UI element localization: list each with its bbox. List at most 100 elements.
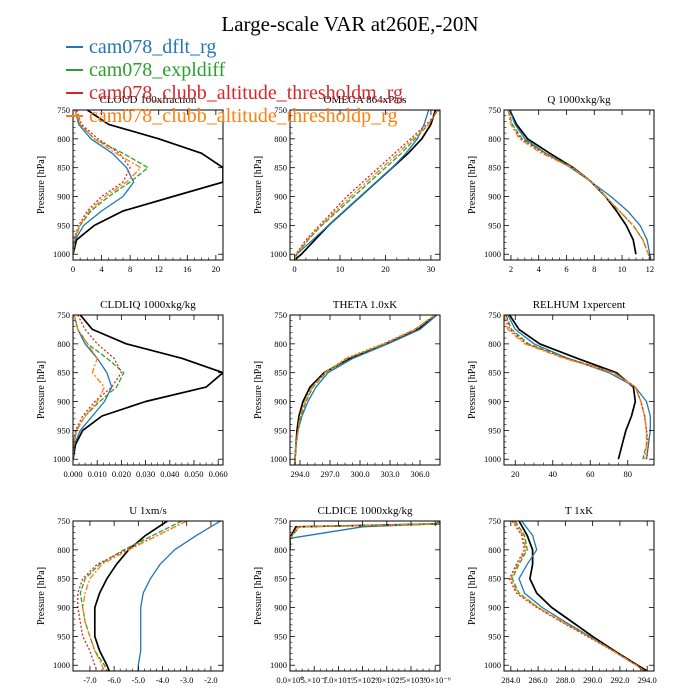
x-tick-label: 0.030	[136, 469, 155, 479]
y-tick-label: 950	[488, 631, 501, 641]
series-line-cam078_expldiff	[73, 315, 125, 460]
x-tick-label: 16	[183, 264, 192, 274]
x-tick-label: 0.0×10⁰	[276, 675, 304, 685]
panel-title: RELHUM 1xpercent	[533, 299, 626, 311]
series-line-cam078_expldiff	[79, 521, 183, 671]
y-tick-label: 1000	[53, 249, 70, 259]
y-tick-label: 800	[274, 134, 287, 144]
x-tick-label: 40	[549, 469, 558, 479]
series-line-cam078_dflt_rg	[290, 521, 440, 550]
plot-frame	[72, 109, 224, 261]
y-tick-label: 1000	[484, 249, 501, 259]
y-tick-label: 900	[488, 192, 501, 202]
x-tick-label: 10	[336, 264, 345, 274]
series-line-cam078_dflt_rg	[293, 110, 430, 260]
y-tick-label: 1000	[484, 660, 501, 670]
series-line-cam078_dflt_rg	[518, 521, 645, 671]
y-tick-label: 850	[488, 574, 501, 584]
y-axis-label: Pressure [hPa]	[253, 361, 264, 419]
x-tick-label: 1.0×10⁻⁶	[323, 675, 354, 685]
x-tick-label: -7.0	[83, 675, 96, 685]
y-tick-label: 800	[57, 339, 70, 349]
y-tick-label: 850	[274, 368, 287, 378]
y-tick-label: 850	[57, 163, 70, 173]
series-line-reference	[73, 110, 223, 255]
y-axis-label: Pressure [hPa]	[36, 361, 47, 419]
y-tick-label: 800	[274, 339, 287, 349]
series-line-cam078_clubb_altitude_thresholdm_rg	[294, 315, 436, 465]
plot-frame	[72, 520, 224, 672]
legend-swatch	[66, 46, 83, 49]
x-tick-label: 284.0	[501, 675, 520, 685]
series-line-reference	[508, 315, 637, 460]
series-line-cam078_clubb_altitude_thresholdm_rg	[507, 110, 651, 260]
x-tick-label: 12	[646, 264, 655, 274]
series-line-cam078_clubb_altitude_thresholdp_rg	[294, 315, 436, 465]
series-line-cam078_expldiff	[293, 110, 439, 260]
x-tick-label: 2.0×10⁻⁶	[371, 675, 402, 685]
chart-panel: T 1xK Pressure [hPa] 284.0 286.0 288.0 290.0 2…	[467, 505, 657, 685]
x-tick-label: 4	[99, 264, 104, 274]
legend-label: cam078_expldiff	[89, 59, 226, 81]
legend-entry: cam078_clubb_altitude_thresholdm_rg	[66, 82, 403, 105]
y-tick-label: 850	[57, 574, 70, 584]
panel-title: U 1xm/s	[129, 505, 167, 517]
x-tick-label: 0.060	[209, 469, 228, 479]
y-tick-label: 950	[274, 220, 287, 230]
y-tick-label: 900	[488, 603, 501, 613]
series-line-cam078_expldiff	[505, 315, 648, 460]
x-tick-label: 286.0	[529, 675, 548, 685]
y-tick-label: 1000	[270, 454, 287, 464]
legend-label: cam078_dflt_rg	[89, 36, 217, 58]
y-axis-label: Pressure [hPa]	[36, 567, 47, 625]
series-line-cam078_clubb_altitude_thresholdp_rg	[82, 521, 187, 671]
y-axis-label: Pressure [hPa]	[36, 156, 47, 214]
y-tick-label: 950	[274, 425, 287, 435]
series-line-cam078_expldiff	[507, 110, 651, 260]
series-line-cam078_clubb_altitude_thresholdp_rg	[73, 110, 142, 255]
chart-panel: Q 1000xkg/kg Pressure [hPa] 2 4 6 8 10 12 750 800…	[467, 94, 655, 274]
y-tick-label: 750	[274, 105, 287, 115]
chart-panel: U 1xm/s Pressure [hPa] -7.0 -6.0 -5.0 -4.0 -3.…	[36, 505, 224, 685]
legend: cam078_dflt_rg cam078_expldiff cam078_cl…	[66, 36, 403, 128]
x-tick-label: 8	[128, 264, 132, 274]
x-tick-label: 306.0	[410, 469, 429, 479]
x-tick-label: 3.0×10⁻⁶	[419, 675, 450, 685]
series-line-cam078_expldiff	[511, 521, 645, 671]
legend-swatch	[66, 69, 83, 72]
chart-panel: RELHUM 1xpercent Pressure [hPa] 20 40 60 80 75…	[467, 299, 655, 479]
plot-frame	[72, 314, 224, 466]
legend-entry: cam078_dflt_rg	[66, 36, 403, 59]
x-tick-label: -4.0	[156, 675, 169, 685]
x-tick-label: 12	[154, 264, 163, 274]
x-tick-label: 297.0	[320, 469, 339, 479]
x-tick-label: 6	[564, 264, 568, 274]
x-tick-label: 0.010	[88, 469, 107, 479]
series-line-cam078_clubb_altitude_thresholdp_rg	[510, 521, 645, 671]
chart-panel: CLDICE 1000xkg/kg Pressure [hPa] 0.0×10⁰5.…	[253, 505, 451, 685]
series-line-cam078_expldiff	[290, 521, 440, 550]
figure-title: Large-scale VAR at260E,-20N	[221, 12, 479, 36]
y-tick-label: 950	[57, 220, 70, 230]
plot-frame	[289, 109, 441, 261]
y-tick-label: 1000	[484, 454, 501, 464]
legend-entry: cam078_expldiff	[66, 59, 403, 82]
y-axis-label: Pressure [hPa]	[253, 156, 264, 214]
series-line-cam078_clubb_altitude_thresholdm_rg	[77, 521, 187, 671]
y-tick-label: 750	[488, 310, 501, 320]
x-tick-label: 292.0	[610, 675, 629, 685]
y-tick-label: 950	[57, 425, 70, 435]
y-tick-label: 850	[488, 368, 501, 378]
series-line-reference	[508, 110, 637, 255]
x-tick-label: -5.0	[132, 675, 145, 685]
x-tick-label: 8	[592, 264, 596, 274]
y-axis-label: Pressure [hPa]	[467, 361, 478, 419]
series-line-cam078_clubb_altitude_thresholdm_rg	[73, 315, 123, 460]
series-line-cam078_dflt_rg	[294, 315, 438, 465]
series-line-cam078_expldiff	[294, 315, 436, 465]
x-tick-label: 300.0	[350, 469, 369, 479]
x-tick-label: 290.0	[583, 675, 602, 685]
y-tick-label: 750	[488, 516, 501, 526]
panel-title: CLDICE 1000xkg/kg	[317, 505, 413, 517]
x-tick-label: 60	[586, 469, 595, 479]
